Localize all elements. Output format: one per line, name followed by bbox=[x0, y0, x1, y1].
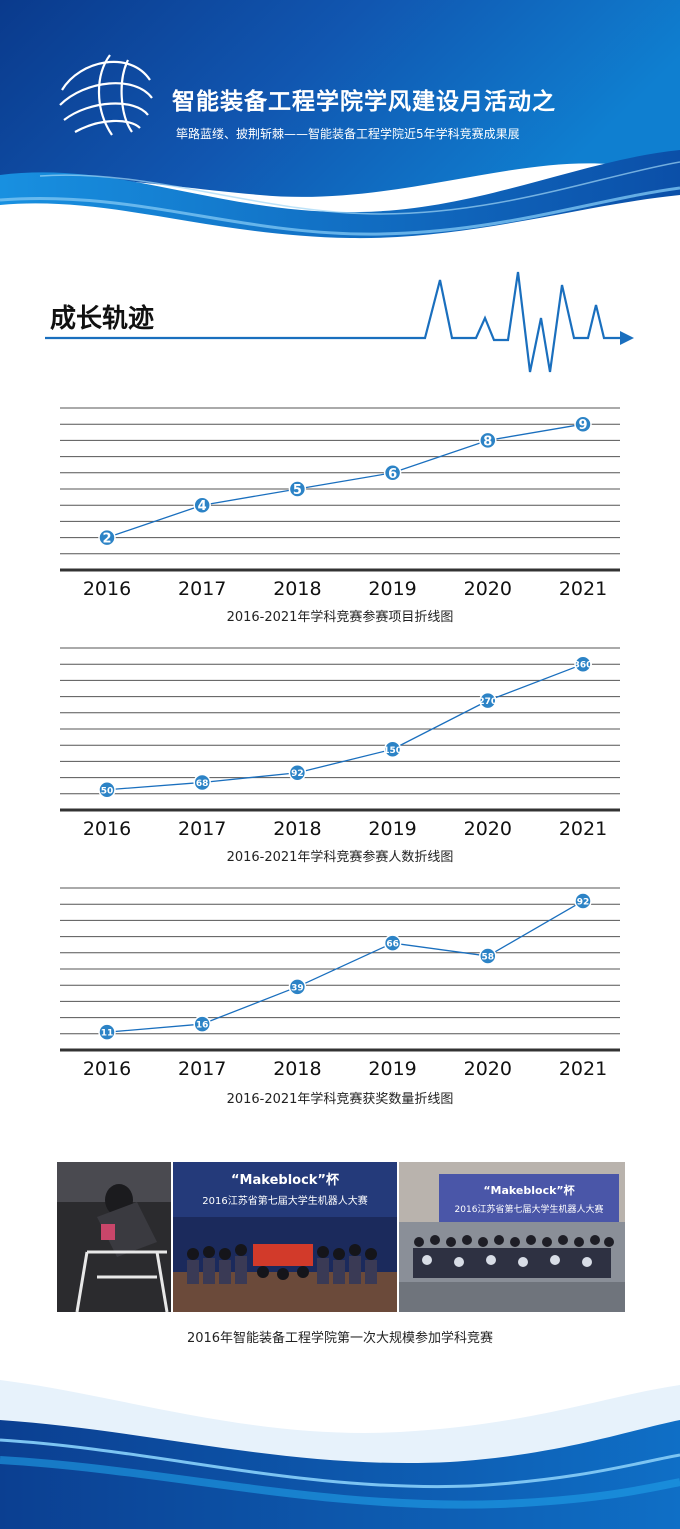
data-label: 5 bbox=[293, 483, 302, 498]
x-tick-label: 2021 bbox=[559, 578, 607, 600]
data-point bbox=[574, 655, 592, 673]
photo-robot-field bbox=[57, 1162, 171, 1312]
section-title: 成长轨迹 bbox=[50, 304, 155, 334]
data-point bbox=[288, 763, 307, 782]
chart-canvas: 2016 2017 2018 2019 2020 2021 2 4 5 6 8 9 bbox=[60, 407, 620, 600]
svg-text:2016江苏省第七届大学生机器人大赛: 2016江苏省第七届大学生机器人大赛 bbox=[455, 1203, 604, 1215]
data-label: 4 bbox=[198, 499, 207, 514]
x-tick-label: 2019 bbox=[368, 578, 416, 600]
svg-text:“Makeblock”杯: “Makeblock”杯 bbox=[483, 1183, 575, 1197]
chart-canvas: 2016 2017 2018 2019 2020 2021 11 16 39 66 58 92 bbox=[60, 887, 620, 1080]
data-label: 16 bbox=[196, 1021, 209, 1031]
data-point bbox=[479, 691, 497, 710]
data-point bbox=[383, 934, 402, 952]
data-point bbox=[288, 480, 307, 498]
x-tick-label: 2016 bbox=[83, 578, 131, 600]
line-chart-participants: 2016 2017 2018 2019 2020 2021 50 68 92 150 270 360 bbox=[0, 640, 680, 880]
poster-title: 智能装备工程学院学风建设月活动之 bbox=[172, 89, 556, 115]
poster-subtitle: 筚路蓝缕、披荆斩棘——智能装备工程学院近5年学科竞赛成果展 bbox=[176, 127, 520, 141]
data-point bbox=[479, 947, 497, 965]
data-label: 66 bbox=[386, 940, 399, 950]
chart-caption: 2016-2021年学科竞赛参赛人数折线图 bbox=[226, 850, 454, 865]
data-point bbox=[574, 892, 592, 910]
x-tick-label: 2018 bbox=[273, 578, 321, 600]
x-tick-label: 2019 bbox=[368, 1058, 416, 1080]
data-label: 9 bbox=[578, 418, 587, 433]
data-label: 360 bbox=[574, 661, 593, 671]
data-label: 6 bbox=[388, 467, 397, 482]
line-chart-projects: 2016 2017 2018 2019 2020 2021 2 4 5 6 8 9 bbox=[0, 400, 680, 640]
series-line bbox=[106, 663, 584, 791]
data-label: 11 bbox=[101, 1029, 114, 1039]
data-label: 58 bbox=[482, 953, 495, 963]
x-tick-label: 2020 bbox=[464, 578, 512, 600]
x-tick-label: 2018 bbox=[273, 818, 321, 840]
x-tick-label: 2020 bbox=[464, 1058, 512, 1080]
x-tick-label: 2021 bbox=[559, 818, 607, 840]
chart-caption: 2016-2021年学科竞赛参赛项目折线图 bbox=[226, 610, 454, 625]
data-point bbox=[193, 1015, 211, 1033]
photo-strip: “Makeblock”杯 2016江苏省第七届大学生机器人大赛 bbox=[57, 1162, 625, 1312]
x-tick-label: 2021 bbox=[559, 1058, 607, 1080]
data-label: 8 bbox=[483, 434, 492, 449]
data-point bbox=[98, 1023, 116, 1041]
data-point bbox=[574, 415, 592, 433]
data-point bbox=[383, 464, 402, 482]
data-label: 92 bbox=[291, 769, 304, 779]
x-tick-label: 2020 bbox=[464, 818, 512, 840]
data-point bbox=[98, 781, 116, 799]
data-label: 150 bbox=[383, 746, 402, 756]
globe-logo-icon bbox=[59, 54, 153, 136]
photo-team-outdoor: “Makeblock”杯 2016江苏省第七届大学生机器人大赛 bbox=[399, 1162, 625, 1312]
x-tick-label: 2017 bbox=[178, 818, 226, 840]
x-tick-label: 2017 bbox=[178, 578, 226, 600]
data-label: 39 bbox=[291, 983, 304, 993]
chart-caption: 2016-2021年学科竞赛获奖数量折线图 bbox=[226, 1092, 454, 1107]
data-point bbox=[383, 740, 402, 758]
x-tick-label: 2019 bbox=[368, 818, 416, 840]
data-label: 50 bbox=[101, 786, 114, 796]
x-tick-label: 2016 bbox=[83, 1058, 131, 1080]
data-label: 68 bbox=[196, 779, 209, 789]
data-point bbox=[479, 431, 497, 450]
x-tick-label: 2016 bbox=[83, 818, 131, 840]
x-tick-label: 2018 bbox=[273, 1058, 321, 1080]
series-line bbox=[106, 423, 584, 539]
photo-team-indoor: “Makeblock”杯 2016江苏省第七届大学生机器人大赛 bbox=[173, 1162, 397, 1312]
data-point bbox=[193, 773, 211, 792]
data-point bbox=[193, 496, 211, 514]
svg-text:2016江苏省第七届大学生机器人大赛: 2016江苏省第七届大学生机器人大赛 bbox=[202, 1194, 367, 1207]
data-label: 270 bbox=[478, 697, 497, 707]
data-label: 2 bbox=[102, 532, 111, 547]
data-point bbox=[98, 528, 116, 547]
photo-caption: 2016年智能装备工程学院第一次大规模参加学科竞赛 bbox=[186, 1331, 494, 1346]
x-tick-label: 2017 bbox=[178, 1058, 226, 1080]
series-line bbox=[106, 900, 584, 1033]
line-chart-awards: 2016 2017 2018 2019 2020 2021 11 16 39 66 58 92 bbox=[0, 880, 680, 1120]
data-point bbox=[288, 978, 307, 996]
svg-text:“Makeblock”杯: “Makeblock”杯 bbox=[231, 1172, 340, 1188]
data-label: 92 bbox=[577, 897, 590, 907]
chart-canvas: 2016 2017 2018 2019 2020 2021 50 68 92 150 270 360 bbox=[60, 647, 620, 840]
